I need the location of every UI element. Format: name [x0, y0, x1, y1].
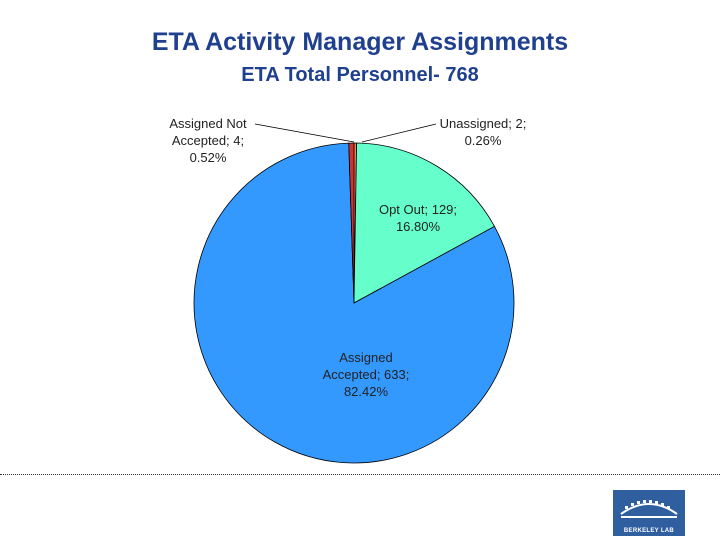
- slice-label: Opt Out; 129; 16.80%: [379, 202, 457, 234]
- footer-divider: [0, 474, 720, 475]
- slice-label: Assigned Accepted; 633; 82.42%: [323, 350, 410, 399]
- building-icon: [620, 500, 678, 518]
- pie-slice-assigned-not-accepted: [348, 142, 355, 304]
- chart-subtitle: ETA Total Personnel- 768: [241, 64, 479, 86]
- leader-line: [254, 123, 355, 143]
- berkeley-lab-logo: BERKELEY LAB: [613, 490, 685, 536]
- chart-title: ETA Activity Manager Assignments: [151, 28, 569, 56]
- pie-chart: Unassigned; 2; 0.26% Opt Out; 129; 16.80% As…: [169, 116, 527, 464]
- slice-label: Unassigned; 2; 0.26%: [440, 116, 527, 148]
- pie-slice-assigned-accepted: [193, 142, 515, 464]
- logo-text: BERKELEY LAB: [623, 528, 675, 534]
- pie-slice-opt-out: [353, 142, 496, 304]
- leader-line: [361, 123, 437, 143]
- slice-label: Assigned Not Accepted; 4; 0.52%: [169, 116, 247, 165]
